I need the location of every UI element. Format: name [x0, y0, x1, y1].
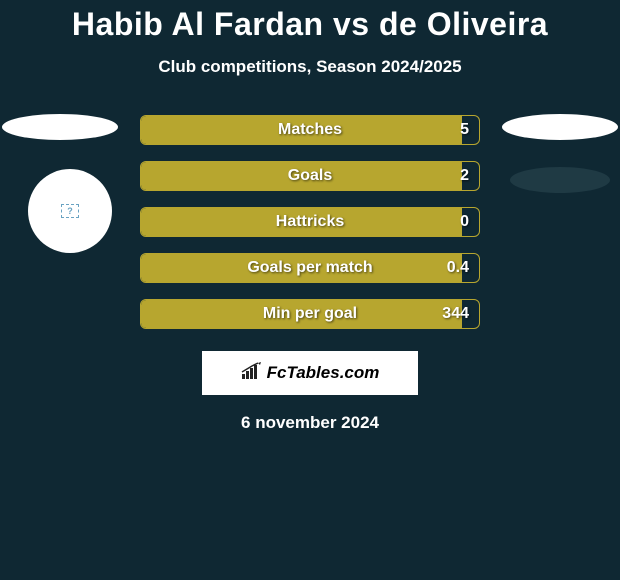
- right-ellipse-2: [510, 167, 610, 193]
- stat-rows: Matches 5 Goals 2 Hattricks 0 Goals per match 0…: [140, 115, 480, 329]
- stat-row: Hattricks 0: [140, 207, 480, 237]
- stat-label: Hattricks: [276, 213, 344, 231]
- stat-value: 5: [460, 121, 469, 139]
- stat-label: Goals: [288, 167, 332, 185]
- stats-area: ? Matches 5 Goals 2 Hattricks 0 Goals per matc…: [0, 115, 620, 329]
- stat-label: Matches: [278, 121, 342, 139]
- stat-value: 2: [460, 167, 469, 185]
- left-ellipse-1: [2, 114, 118, 140]
- right-ellipse-1: [502, 114, 618, 140]
- page-subtitle: Club competitions, Season 2024/2025: [0, 57, 620, 77]
- stat-row: Goals per match 0.4: [140, 253, 480, 283]
- left-crest-placeholder: ?: [28, 169, 112, 253]
- stat-row: Matches 5: [140, 115, 480, 145]
- stat-value: 0.4: [447, 259, 469, 277]
- stat-label: Min per goal: [263, 305, 357, 323]
- branding-chart-icon: [241, 362, 263, 385]
- footer-date: 6 november 2024: [0, 413, 620, 433]
- placeholder-icon: ?: [61, 204, 79, 218]
- stat-value: 0: [460, 213, 469, 231]
- branding-text: FcTables.com: [267, 363, 380, 383]
- stat-label: Goals per match: [247, 259, 372, 277]
- stat-row: Min per goal 344: [140, 299, 480, 329]
- branding-badge: FcTables.com: [202, 351, 418, 395]
- stat-value: 344: [442, 305, 469, 323]
- page-title: Habib Al Fardan vs de Oliveira: [0, 0, 620, 43]
- stat-row: Goals 2: [140, 161, 480, 191]
